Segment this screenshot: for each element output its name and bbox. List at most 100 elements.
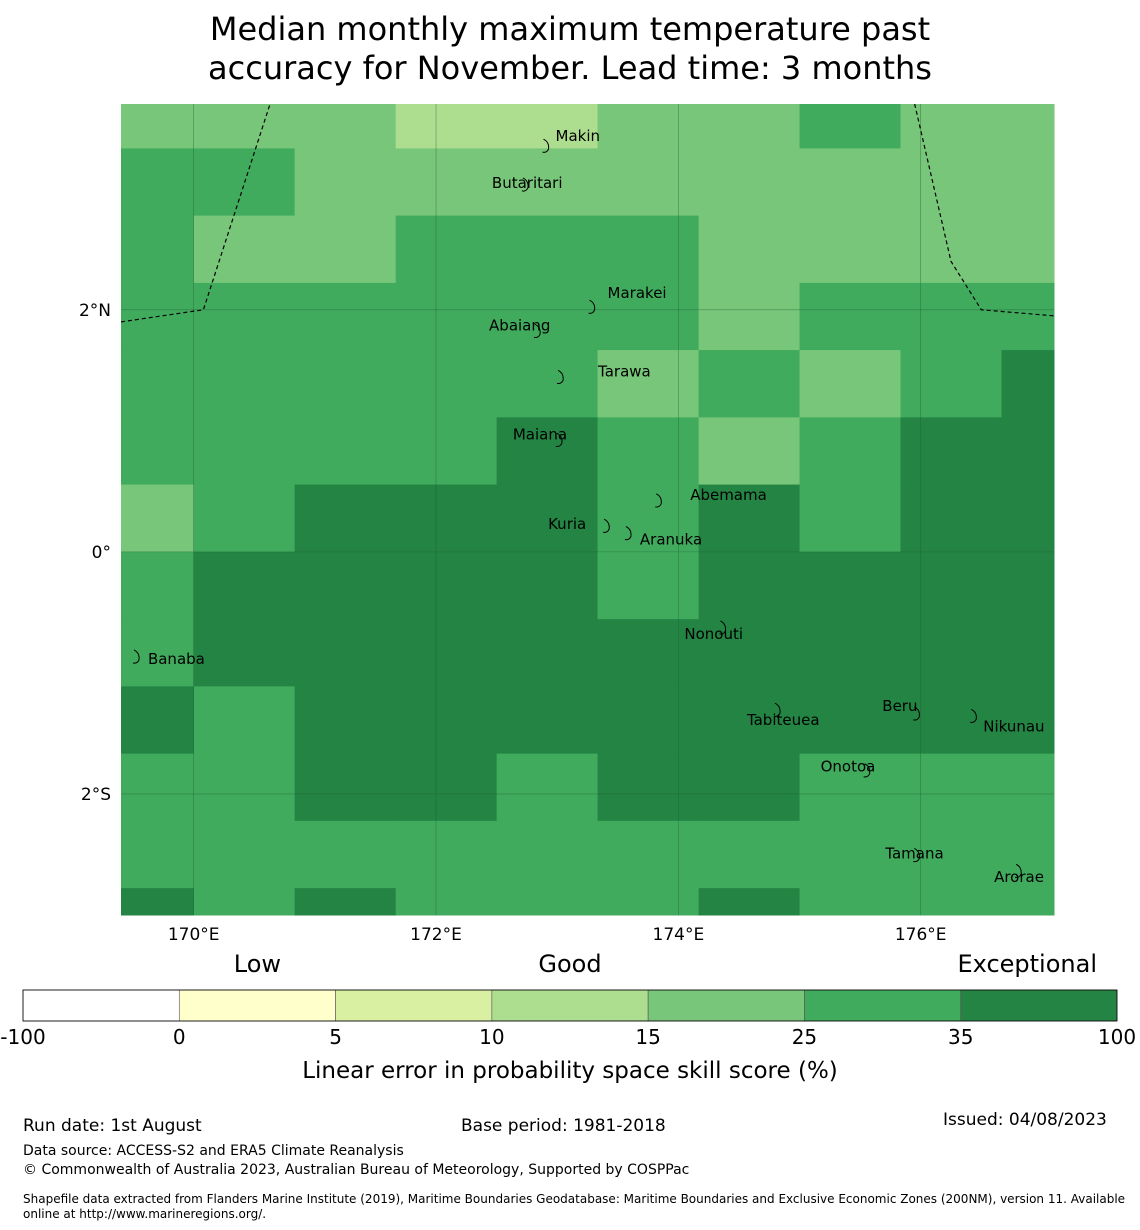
grid-cell — [193, 820, 296, 889]
grid-cell — [1001, 104, 1055, 149]
island-marakei: Marakei — [588, 284, 667, 314]
island-outline — [132, 649, 140, 664]
colorbar-tick-label: 10 — [479, 1025, 504, 1049]
island-outline — [863, 763, 871, 778]
lon-tick-label: 172°E — [410, 925, 462, 945]
island-outline — [588, 299, 596, 314]
island-tabiteuea: Tabiteuea — [746, 702, 820, 729]
grid-cell — [900, 350, 1003, 418]
island-label: Tabiteuea — [746, 711, 820, 729]
island-label: Makin — [556, 127, 601, 145]
grid-cell — [395, 619, 498, 687]
grid-cell — [799, 104, 901, 149]
island-aranuka: Aranuka — [624, 526, 702, 548]
grid-cell — [496, 484, 599, 553]
grid-cell — [698, 888, 801, 916]
grid-cell — [294, 888, 397, 916]
lon-tick-label: 174°E — [653, 925, 705, 945]
island-beru: Beru — [882, 697, 920, 721]
grid-cell — [496, 417, 599, 486]
island-label: Onotoa — [821, 758, 876, 776]
grid-cell — [900, 417, 1003, 486]
lon-tick-label: 170°E — [168, 925, 220, 945]
island-outline — [602, 518, 610, 533]
eez-boundary — [914, 103, 1055, 317]
grid-cell — [294, 417, 397, 486]
grid-cell — [294, 104, 397, 149]
grid-cell — [698, 484, 801, 553]
grid-cell — [121, 350, 195, 418]
grid-cell — [496, 888, 599, 916]
grid-cell — [496, 551, 599, 620]
grid-cell — [193, 619, 296, 687]
grid-cell — [294, 350, 397, 418]
colorbar-bin — [335, 989, 493, 1022]
grid-cell — [900, 686, 1003, 755]
base-period: Base period: 1981-2018 — [461, 1116, 666, 1136]
grid-cell — [1001, 551, 1055, 620]
grid-cell — [1001, 282, 1055, 351]
grid-cell — [395, 417, 498, 486]
island-label: Tarawa — [597, 362, 651, 380]
island-label: Aranuka — [640, 530, 702, 548]
grid-cell — [121, 104, 195, 149]
island-maiana: Maiana — [513, 425, 567, 447]
grid-cell — [121, 215, 195, 284]
title-line-1: Median monthly maximum temperature past — [209, 10, 931, 48]
grid-cell — [698, 619, 801, 687]
grid-cell — [597, 820, 700, 889]
grid-cell — [395, 215, 498, 284]
grid-cell — [1001, 484, 1055, 553]
island-outline — [913, 706, 920, 721]
graticule — [121, 104, 1054, 915]
island-arorae: Arorae — [994, 863, 1044, 886]
grid-cell — [193, 484, 296, 553]
grid-cell — [900, 148, 1003, 217]
island-label: Nonouti — [684, 625, 743, 643]
grid-cell — [799, 551, 901, 620]
grid-cell — [698, 282, 801, 351]
grid-cell — [597, 484, 700, 553]
island-label: Tamana — [884, 844, 943, 862]
island-outline — [521, 177, 529, 192]
grid-cell — [799, 484, 901, 553]
grid-cell — [1001, 350, 1055, 418]
grid-cell — [900, 104, 1003, 149]
grid-cell — [395, 551, 498, 620]
grid-cell — [597, 551, 700, 620]
grid-cell — [294, 484, 397, 553]
grid-cell — [193, 417, 296, 486]
grid-cell — [900, 619, 1003, 687]
grid-cell — [799, 148, 901, 217]
island-outline — [719, 620, 727, 635]
grid-cell — [1001, 820, 1055, 889]
grid-cell — [496, 820, 599, 889]
grid-cell — [698, 215, 801, 284]
grid-cell — [1001, 148, 1055, 217]
grid-cell — [496, 104, 599, 149]
grid-cell — [294, 551, 397, 620]
island-nonouti: Nonouti — [684, 620, 743, 643]
grid-cell — [900, 820, 1003, 889]
lat-tick-label: 2°S — [81, 785, 111, 805]
grid-cell — [1001, 686, 1055, 755]
grid-cell — [294, 686, 397, 755]
grid-cell — [597, 148, 700, 217]
lat-tick-label: 0° — [92, 543, 111, 563]
colorbar-bin — [491, 989, 649, 1022]
grid-cell — [799, 888, 901, 916]
grid-cell — [193, 686, 296, 755]
shapefile-credit: Shapefile data extracted from Flanders M… — [23, 1192, 1126, 1221]
grid-cell — [799, 820, 901, 889]
island-tamana: Tamana — [884, 844, 943, 862]
grid-cell — [900, 551, 1003, 620]
island-banaba: Banaba — [132, 649, 205, 668]
grid-cell — [698, 820, 801, 889]
grid-cell — [597, 215, 700, 284]
colorbar-tick-label: 25 — [792, 1025, 817, 1049]
island-butaritari: Butaritari — [492, 174, 563, 192]
skill-score-map: Makin Butaritari Marakei Abaiang Tarawa Maian… — [0, 103, 1136, 1084]
island-label: Banaba — [148, 650, 205, 668]
grid-cell — [294, 282, 397, 351]
island-abemama: Abemama — [655, 486, 767, 508]
